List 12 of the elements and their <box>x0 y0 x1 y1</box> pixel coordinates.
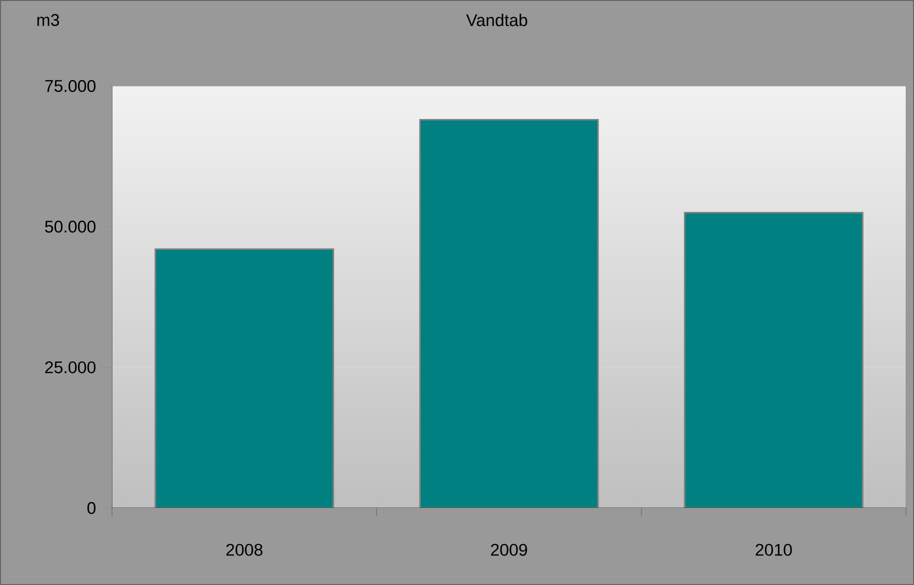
y-tick-label: 25.000 <box>45 361 96 374</box>
y-tick-label: 75.000 <box>45 80 96 92</box>
bar <box>419 118 599 508</box>
y-axis-title: m3 <box>37 14 60 26</box>
y-tick-label: 50.000 <box>45 220 96 233</box>
chart-title: Vandtab <box>466 14 528 26</box>
x-tick-label: 2009 <box>491 544 528 556</box>
x-tick-label: 2010 <box>756 544 792 556</box>
bar <box>684 212 864 508</box>
bar <box>154 248 334 508</box>
y-tick-label: 0 <box>87 502 96 514</box>
x-tick-label: 2008 <box>226 544 262 556</box>
